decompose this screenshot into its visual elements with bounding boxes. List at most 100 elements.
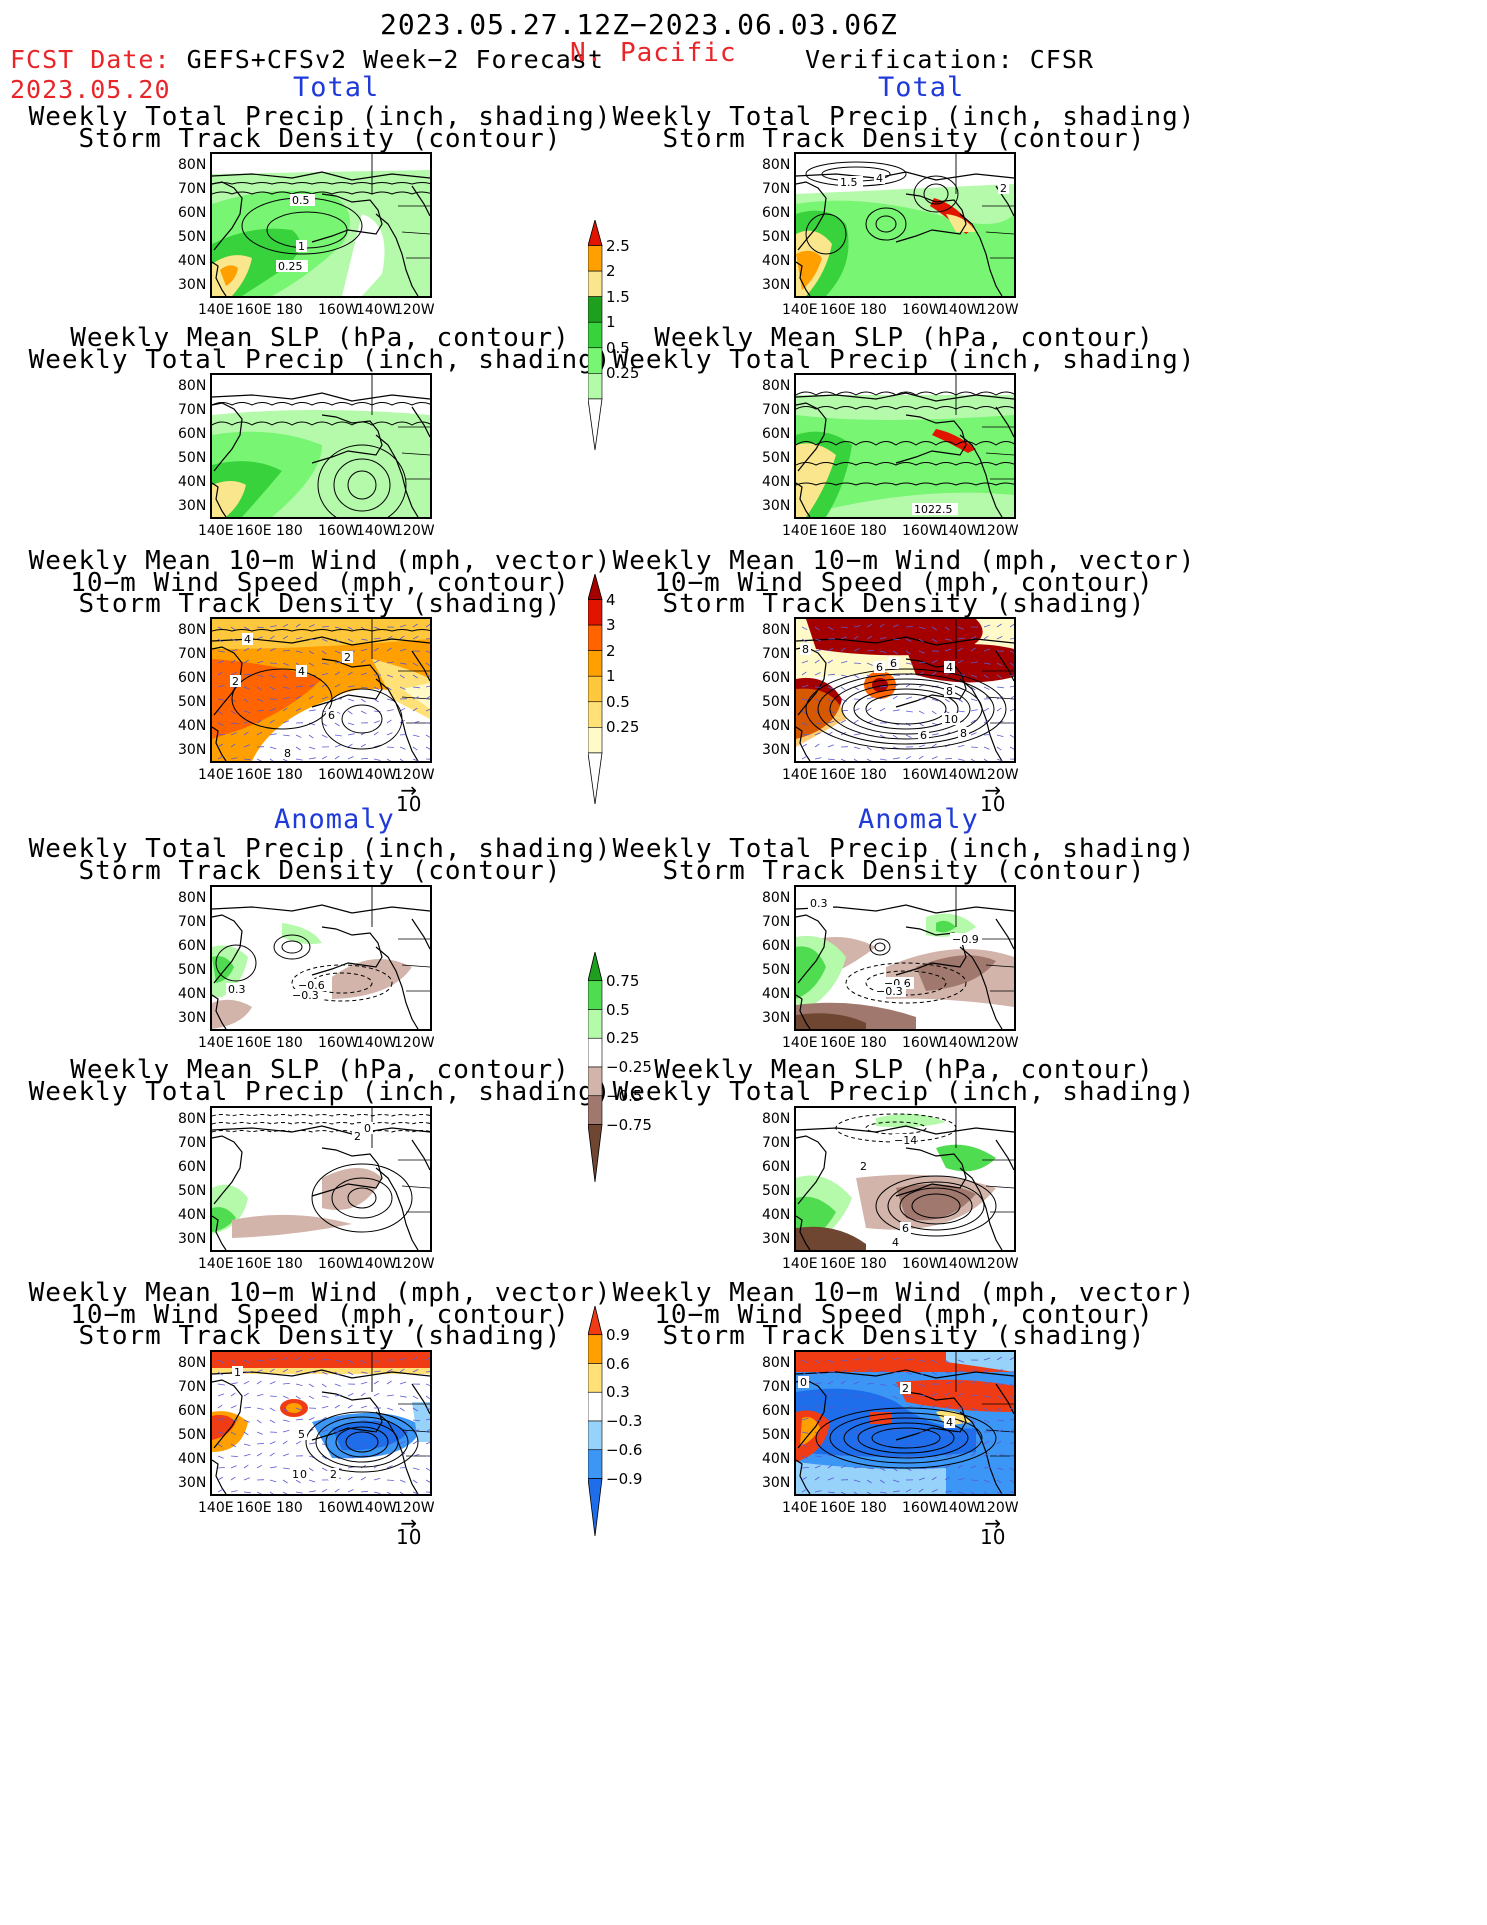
lat-label: 80N	[762, 378, 791, 394]
arrow-right-icon: →	[400, 778, 418, 802]
colorbar-label: −0.9	[606, 1469, 643, 1488]
lat-label: 70N	[178, 1135, 207, 1151]
lon-label: 160E	[236, 767, 272, 783]
lat-label: 70N	[178, 402, 207, 418]
panel-title-line: Weekly Mean SLP (hPa, contour)	[654, 323, 1154, 353]
colorbar-label: 1	[606, 313, 616, 332]
panel-title-line: Storm Track Density (shading)	[662, 1321, 1146, 1351]
lat-label: 60N	[178, 1159, 207, 1175]
lat-label: 70N	[762, 646, 791, 662]
lat-label: 40N	[178, 1207, 207, 1223]
map-panel-l2	[210, 373, 432, 519]
section-anomaly-left: Anomaly	[274, 804, 395, 835]
panel-title-line: Weekly Total Precip (inch, shading)	[28, 102, 612, 132]
colorbar-label: 0.25	[606, 1029, 640, 1048]
lat-label: 50N	[178, 450, 207, 466]
lon-label: 180	[860, 523, 887, 539]
map-canvas: 0.3 −0.6−0.3	[212, 887, 430, 1029]
lon-label: 180	[860, 767, 887, 783]
colorbar-label: 0.5	[606, 692, 630, 711]
contour-label: 4	[946, 1416, 953, 1429]
contour-label: 8	[284, 747, 291, 760]
lon-label: 160E	[820, 1035, 856, 1051]
panel-title-line: Weekly Mean 10−m Wind (mph, vector)	[28, 546, 612, 576]
panel-title-line: Weekly Total Precip (inch, shading)	[28, 344, 612, 375]
lat-label: 50N	[762, 1427, 791, 1443]
map-canvas: 0 2 4	[796, 1352, 1014, 1494]
fcst-date-label: FCST Date:	[10, 45, 187, 74]
arrow-right-icon: →	[400, 1511, 418, 1535]
panel-title-line: 10−m Wind Speed (mph, contour)	[70, 1299, 570, 1330]
lat-label: 30N	[178, 277, 207, 293]
lon-label: 160E	[236, 1035, 272, 1051]
lon-label: 160W	[902, 523, 943, 539]
section-total-right: Total	[878, 72, 965, 103]
lon-label: 180	[276, 767, 303, 783]
panel-title-line: Weekly Mean SLP (hPa, contour)	[70, 323, 570, 353]
date-range: 2023.05.27.12Z−2023.06.03.06Z	[380, 8, 898, 41]
lon-label: 140W	[940, 302, 981, 318]
lat-label: 30N	[762, 1231, 791, 1247]
lat-label: 60N	[762, 938, 791, 954]
lat-label: 50N	[178, 1427, 207, 1443]
contour-label: 2	[344, 651, 351, 664]
map-canvas: 151 0 2	[212, 1352, 430, 1494]
lat-label: 30N	[178, 498, 207, 514]
map-panel-r4: 0.3 −0.9 −0.6 −0.3	[794, 885, 1016, 1031]
colorbar-precip-total	[588, 220, 603, 451]
lon-label: 160E	[820, 1500, 856, 1516]
colorbar-label: −0.75	[606, 1115, 652, 1134]
lon-label: 160E	[820, 767, 856, 783]
verification-label: Verification: CFSR	[805, 45, 1094, 74]
contour-label: 2	[232, 675, 239, 688]
panel-title-line: Weekly Mean SLP (hPa, contour)	[70, 1055, 570, 1085]
lon-label: 160E	[236, 523, 272, 539]
lon-label: 180	[276, 1035, 303, 1051]
lat-label: 40N	[762, 1207, 791, 1223]
lon-label: 140E	[782, 767, 818, 783]
colorbar-label: −0.25	[606, 1058, 652, 1076]
lat-label: 40N	[762, 253, 791, 269]
contour-label: 4	[876, 172, 883, 185]
map-canvas: 0.3−0.9−0.6−0.3	[796, 887, 1014, 1029]
lat-label: 50N	[178, 962, 207, 978]
colorbar-label: 4	[606, 590, 616, 609]
lon-label: 180	[276, 302, 303, 318]
colorbar-label: 0.25	[606, 364, 640, 383]
map-canvas: 1022.5	[796, 375, 1014, 517]
lon-label: 140W	[356, 1035, 397, 1051]
panel-title-line: Weekly Mean 10−m Wind (mph, vector)	[612, 546, 1196, 576]
map-panel-r6: 0 2 4	[794, 1350, 1016, 1496]
map-panel-l3: 4 2 4 6 8 2	[210, 617, 432, 763]
lon-label: 180	[860, 1035, 887, 1051]
contour-label: 8	[802, 643, 809, 656]
arrow-right-icon: →	[984, 778, 1002, 802]
contour-label: 4	[244, 633, 251, 646]
lat-label: 60N	[178, 938, 207, 954]
panel-title-line: Storm Track Density (contour)	[78, 855, 562, 886]
lat-label: 40N	[762, 474, 791, 490]
map-panel-r1: 1.5 4 2	[794, 152, 1016, 298]
lat-label: 30N	[762, 742, 791, 758]
lon-label: 160E	[236, 302, 272, 318]
lat-label: 70N	[762, 914, 791, 930]
contour-label: 0	[364, 1122, 371, 1135]
lon-label: 120W	[394, 302, 435, 318]
lat-label: 30N	[762, 1475, 791, 1491]
panel-title-line: Weekly Total Precip (inch, shading)	[28, 834, 612, 864]
vector-reference-value: 10	[980, 1525, 1006, 1549]
panel-title-line: Storm Track Density (shading)	[662, 589, 1146, 619]
contour-label: 1	[234, 1366, 241, 1379]
lat-label: 40N	[178, 986, 207, 1002]
panel-title-line: Weekly Mean 10−m Wind (mph, vector)	[612, 1278, 1196, 1308]
lat-label: 80N	[178, 378, 207, 394]
lat-label: 70N	[178, 914, 207, 930]
lat-label: 60N	[762, 205, 791, 221]
lon-label: 120W	[978, 302, 1019, 318]
lat-label: 60N	[762, 426, 791, 442]
lat-label: 30N	[178, 742, 207, 758]
lon-label: 160W	[902, 1500, 943, 1516]
lon-label: 180	[276, 523, 303, 539]
section-total-left: Total	[293, 72, 380, 103]
